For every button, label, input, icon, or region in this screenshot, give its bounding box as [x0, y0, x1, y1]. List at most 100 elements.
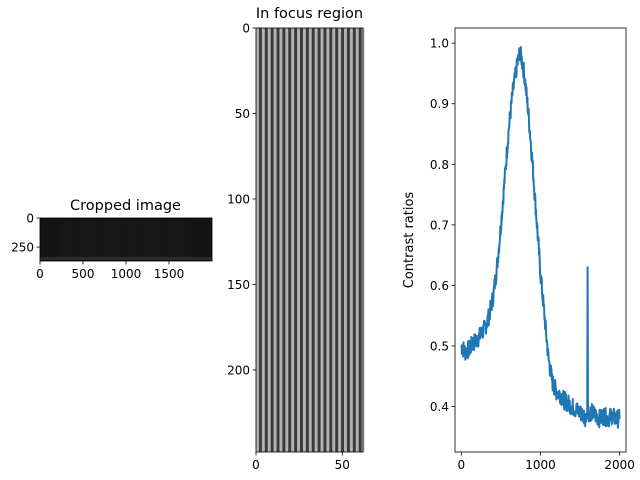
- in-focus-x-tick-label: 0: [252, 458, 260, 472]
- in-focus-region-title: In focus region: [256, 6, 363, 22]
- cropped-image-stripe: [141, 220, 143, 259]
- cropped-image-stripe: [176, 220, 178, 259]
- cropped-image-stripe: [187, 220, 189, 259]
- cropped-image-stripe: [189, 220, 191, 259]
- in-focus-y-tick-label: 150: [227, 278, 250, 292]
- contrast-yticks: 0.4 0.5 0.6 0.7 0.8 0.9 1.0: [430, 37, 455, 414]
- contrast-y-tick-label: 0.5: [430, 340, 449, 354]
- cropped-image-stripe: [123, 220, 125, 259]
- cropped-image-stripe: [110, 220, 112, 259]
- cropped-image-stripe: [132, 220, 134, 259]
- in-focus-region-panel: In focus region 0 50 0 50 100 150 200: [227, 6, 365, 472]
- cropped-image-stripe: [163, 220, 165, 259]
- in-focus-x-tick-label: 50: [335, 458, 350, 472]
- cropped-image-stripe: [115, 220, 116, 259]
- in-focus-stripe: [332, 28, 336, 452]
- in-focus-stripe: [291, 28, 295, 452]
- cropped-image-stripe: [128, 220, 130, 259]
- cropped-image-stripe: [174, 220, 176, 259]
- cropped-image-stripe: [60, 220, 61, 259]
- cropped-image-x-tick-label: 1000: [111, 267, 142, 281]
- cropped-image-stripe: [119, 220, 121, 259]
- cropped-image-stripe: [97, 220, 99, 259]
- in-focus-y-tick-label: 100: [227, 192, 250, 206]
- cropped-image-stripe: [84, 220, 86, 259]
- contrast-y-tick-label: 0.9: [430, 97, 449, 111]
- contrast-x-tick-label: 1000: [525, 458, 556, 472]
- contrast-ratio-panel: 0 1000 2000 0.4 0.5 0.6 0.7 0.8 0.9 1.0 Contrast…: [402, 27, 635, 472]
- cropped-image-stripe: [106, 220, 108, 259]
- cropped-image-stripe: [130, 220, 132, 259]
- cropped-image-stripe: [104, 220, 105, 259]
- in-focus-stripe: [297, 28, 301, 452]
- in-focus-region-frame: [255, 27, 364, 453]
- in-focus-stripe: [344, 28, 347, 452]
- cropped-image-stripe: [161, 220, 163, 259]
- in-focus-stripe: [308, 28, 312, 452]
- cropped-image-stripe: [156, 220, 158, 259]
- in-focus-region-xticks: 0 50: [252, 452, 350, 472]
- cropped-image-stripe: [86, 220, 88, 259]
- cropped-image-stripe: [93, 220, 94, 259]
- cropped-image-stripe: [101, 220, 103, 259]
- cropped-image-stripe: [137, 220, 138, 259]
- in-focus-stripe: [338, 28, 342, 452]
- contrast-x-tick-label: 2000: [604, 458, 635, 472]
- contrast-y-tick-label: 0.4: [430, 400, 449, 414]
- in-focus-region-yticks: 0 50 100 150 200: [227, 22, 256, 377]
- cropped-image-stripe: [99, 220, 101, 259]
- contrast-y-tick-label: 0.8: [430, 158, 449, 172]
- cropped-image-stripe: [75, 220, 77, 259]
- cropped-image-stripe: [90, 220, 92, 259]
- cropped-image-stripe: [71, 220, 72, 259]
- in-focus-y-tick-label: 0: [242, 22, 250, 36]
- cropped-image-stripe: [66, 220, 68, 259]
- in-focus-stripe: [261, 28, 265, 452]
- cropped-image-stripe: [167, 220, 169, 259]
- contrast-y-tick-label: 0.6: [430, 279, 449, 293]
- cropped-image-stripe: [68, 220, 70, 259]
- cropped-image-stripe: [73, 220, 75, 259]
- contrast-ylabel: Contrast ratios: [402, 192, 417, 289]
- cropped-image-stripe: [108, 220, 110, 259]
- in-focus-stripe: [273, 28, 277, 452]
- contrast-y-tick-label: 1.0: [430, 37, 449, 51]
- cropped-image-stripe: [159, 220, 160, 259]
- in-focus-stripe: [285, 28, 289, 452]
- cropped-image-stripe: [145, 220, 147, 259]
- cropped-image-stripe: [88, 220, 90, 259]
- cropped-image-stripe: [183, 220, 185, 259]
- contrast-ratio-series-line: [460, 45, 621, 429]
- in-focus-region-stripes: [256, 28, 365, 452]
- cropped-image-stripe: [112, 220, 114, 259]
- cropped-image-xticks: 0 500 1000 1500: [36, 261, 184, 281]
- in-focus-y-tick-label: 50: [235, 107, 250, 121]
- cropped-image-texture: [40, 220, 212, 260]
- cropped-image-stripe: [77, 220, 79, 259]
- contrast-plot-area: [455, 28, 626, 452]
- cropped-image-stripe: [134, 220, 136, 259]
- contrast-x-tick-label: 0: [458, 458, 466, 472]
- cropped-image-x-tick-label: 1500: [154, 267, 185, 281]
- in-focus-stripe: [326, 28, 330, 452]
- cropped-image-stripe: [62, 220, 64, 259]
- contrast-xticks: 0 1000 2000: [458, 452, 635, 472]
- cropped-image-bottom-band: [40, 257, 212, 260]
- cropped-image-stripe: [181, 220, 182, 259]
- cropped-image-title: Cropped image: [70, 198, 181, 214]
- in-focus-stripe: [355, 28, 359, 452]
- cropped-image-stripe: [82, 220, 83, 259]
- cropped-image-x-tick-label: 500: [72, 267, 95, 281]
- in-focus-stripe: [302, 28, 306, 452]
- in-focus-stripe: [349, 28, 353, 452]
- cropped-image-stripe: [64, 220, 66, 259]
- cropped-image-stripe: [154, 220, 156, 259]
- cropped-image-yticks: 0 250: [11, 212, 40, 255]
- cropped-image-stripe: [117, 220, 119, 259]
- cropped-image-stripe: [178, 220, 180, 259]
- contrast-y-tick-label: 0.7: [430, 218, 449, 232]
- in-focus-stripe: [279, 28, 283, 452]
- cropped-image-x-tick-label: 0: [36, 267, 44, 281]
